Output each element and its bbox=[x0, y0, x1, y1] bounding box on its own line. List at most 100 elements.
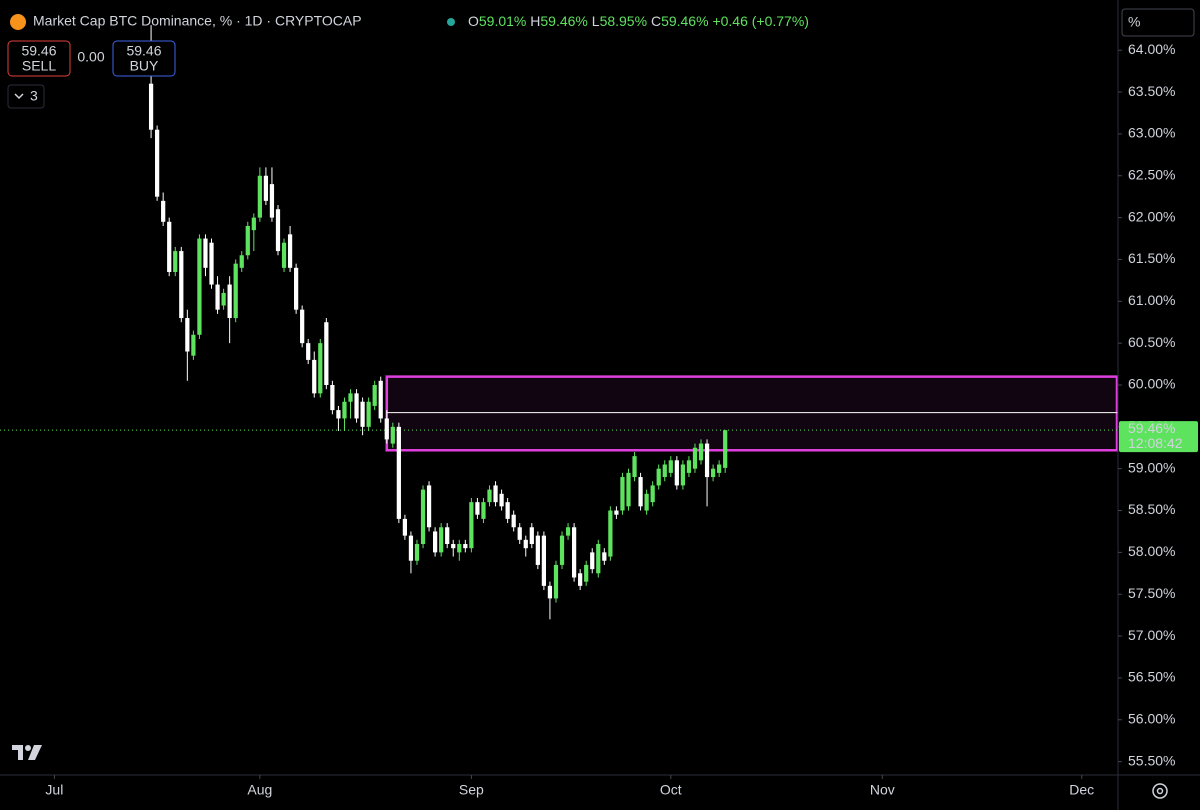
candle-body bbox=[432, 531, 438, 553]
l-label: L bbox=[592, 13, 600, 29]
candle-body bbox=[239, 255, 244, 268]
candle-body bbox=[233, 263, 238, 319]
candle-body bbox=[668, 460, 673, 473]
candle-body bbox=[269, 184, 275, 218]
y-tick-label: 59.00% bbox=[1128, 459, 1175, 475]
buy-box[interactable] bbox=[112, 40, 176, 77]
candle-body bbox=[457, 544, 462, 553]
candle-body bbox=[420, 489, 426, 545]
btc-icon bbox=[10, 14, 26, 30]
candle-body bbox=[348, 393, 353, 402]
candle-body bbox=[535, 535, 540, 565]
supply-zone bbox=[385, 375, 1119, 452]
spread: 0.00 bbox=[77, 49, 104, 65]
c-value: 59.46% bbox=[661, 13, 708, 29]
sell-label[interactable]: SELL bbox=[22, 58, 56, 74]
candle-body bbox=[161, 200, 166, 222]
candle-body bbox=[221, 292, 226, 306]
candle-body bbox=[275, 209, 281, 252]
y-tick-label: 60.00% bbox=[1128, 376, 1175, 392]
candle-body bbox=[723, 430, 728, 468]
candle-body bbox=[439, 527, 444, 553]
h-label: H bbox=[530, 13, 540, 29]
candle-body bbox=[505, 502, 510, 519]
y-tick-label: 57.00% bbox=[1128, 627, 1175, 643]
candle-body bbox=[354, 393, 359, 419]
candle-body bbox=[396, 426, 401, 519]
candle-body bbox=[294, 267, 299, 310]
indicators-box[interactable] bbox=[7, 84, 45, 109]
buy-button[interactable]: 59.46 BUY bbox=[112, 40, 176, 77]
chevron[interactable] bbox=[14, 93, 24, 100]
y-tick-label: 62.50% bbox=[1128, 166, 1175, 182]
candle-body bbox=[263, 175, 269, 201]
y-tick-label: 64.00% bbox=[1128, 41, 1175, 57]
c-label: C bbox=[651, 13, 661, 29]
candle-body bbox=[692, 447, 698, 469]
last-price-box bbox=[1119, 421, 1198, 453]
candle-body bbox=[257, 175, 262, 218]
y-tick-label: 56.00% bbox=[1128, 710, 1175, 726]
y-tick-label: 63.00% bbox=[1128, 125, 1175, 141]
buy-price[interactable]: 59.46 bbox=[126, 43, 161, 59]
candle-body bbox=[698, 443, 704, 461]
y-tick-label: 57.50% bbox=[1128, 585, 1175, 601]
candle-body bbox=[209, 242, 214, 285]
sell-price[interactable]: 59.46 bbox=[21, 43, 56, 59]
candle-body bbox=[547, 585, 553, 599]
candle-body bbox=[596, 544, 601, 574]
candle-body bbox=[686, 460, 692, 473]
y-tick-label: 55.50% bbox=[1128, 752, 1175, 768]
candle-body bbox=[644, 493, 649, 511]
indicators-toggle[interactable]: 3 bbox=[7, 84, 45, 109]
h-value: 59.46% bbox=[540, 13, 587, 29]
candle-body bbox=[318, 343, 323, 394]
candle-body bbox=[602, 552, 607, 561]
candle-body bbox=[281, 242, 287, 268]
candle-body bbox=[155, 129, 160, 197]
candle-body bbox=[245, 225, 250, 256]
candle-body bbox=[179, 251, 184, 319]
candle-body bbox=[656, 468, 661, 486]
candle-body bbox=[378, 380, 383, 419]
candle-body bbox=[191, 334, 196, 356]
settings-icon[interactable] bbox=[1152, 783, 1168, 799]
scale-mode-button[interactable]: % bbox=[1121, 8, 1195, 37]
candle-body bbox=[638, 477, 643, 507]
scale-box[interactable] bbox=[1121, 8, 1195, 37]
logo-part bbox=[28, 745, 42, 760]
gear[interactable] bbox=[1152, 783, 1168, 799]
o-label: O bbox=[468, 13, 479, 29]
y-tick-label: 58.00% bbox=[1128, 543, 1175, 559]
candle-body bbox=[590, 552, 595, 570]
candle-body bbox=[541, 535, 547, 586]
candle-body bbox=[578, 573, 583, 586]
candle-body bbox=[662, 464, 667, 478]
candle-body bbox=[306, 343, 311, 360]
buy-label[interactable]: BUY bbox=[130, 58, 159, 74]
candle-body bbox=[227, 284, 232, 319]
ohlc-header: O59.01% H59.46% L58.95% C59.46% +0.46 (+… bbox=[468, 13, 809, 29]
gear-center[interactable] bbox=[1156, 787, 1164, 795]
candle-body bbox=[559, 535, 565, 565]
sell-box[interactable] bbox=[7, 40, 71, 77]
o-value: 59.01% bbox=[479, 13, 526, 29]
indicators-count[interactable]: 3 bbox=[30, 88, 38, 104]
y-tick-label: 60.50% bbox=[1128, 334, 1175, 350]
y-tick-label: 62.00% bbox=[1128, 208, 1175, 224]
candle-body bbox=[408, 535, 414, 561]
sell-button[interactable]: 59.46 SELL bbox=[7, 40, 71, 77]
candle-body bbox=[620, 477, 625, 511]
candle-body bbox=[511, 514, 516, 528]
candle-body bbox=[481, 502, 486, 519]
tv-logo bbox=[12, 745, 42, 760]
candle-body bbox=[167, 221, 172, 273]
scale-mode[interactable]: % bbox=[1128, 14, 1140, 30]
x-tick-label: Oct bbox=[660, 782, 682, 798]
candle-body bbox=[251, 217, 256, 231]
candle-body bbox=[390, 426, 395, 444]
candle-body bbox=[717, 464, 722, 473]
y-tick-label: 61.50% bbox=[1128, 250, 1175, 266]
